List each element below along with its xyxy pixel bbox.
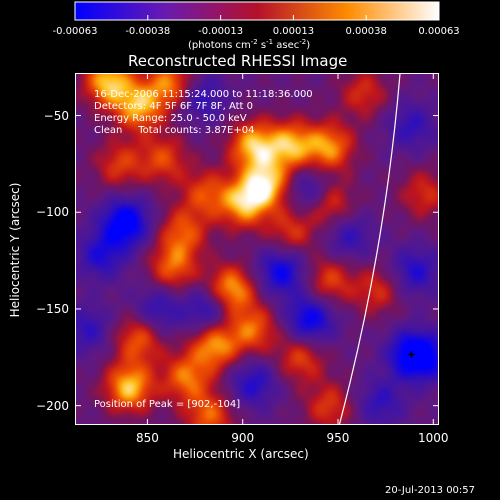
x-tick-label: 950 xyxy=(326,431,350,445)
plot-frame: 16-Dec-2006 11:15:24.000 to 11:18:36.000… xyxy=(75,73,439,425)
y-tick-label: −200 xyxy=(36,398,69,413)
solar-limb-line xyxy=(338,74,401,424)
x-tick-label: 900 xyxy=(231,431,255,445)
colorbar-gradient xyxy=(74,1,440,21)
colorbar-tick-label: 0.00038 xyxy=(345,26,387,37)
limb-overlay xyxy=(338,74,415,424)
colorbar-tick-label: -0.00063 xyxy=(52,26,98,37)
units-mid-2: asec xyxy=(273,40,300,51)
info-energy-range: Energy Range: 25.0 - 50.0 keV xyxy=(94,113,247,124)
x-tick-label: 850 xyxy=(135,431,159,445)
units-exp-3: -2 xyxy=(299,38,307,46)
info-clean-counts: Clean Total counts: 3.87E+04 xyxy=(94,125,255,136)
colorbar-tick-label: -0.00038 xyxy=(125,26,171,37)
peak-marker xyxy=(408,351,415,358)
info-detectors: Detectors: 4F 5F 6F 7F 8F, Att 0 xyxy=(94,101,254,112)
y-tick-label: −100 xyxy=(36,205,69,220)
colorbar xyxy=(74,1,440,21)
y-tick-label: −50 xyxy=(43,108,69,123)
units-main: (photons cm xyxy=(188,40,251,51)
y-axis-label: Heliocentric Y (arcsec) xyxy=(8,182,22,318)
colorbar-ticks xyxy=(74,15,440,20)
units-exp-2: -1 xyxy=(266,38,274,46)
colorbar-tick-label: 0.00063 xyxy=(418,26,460,37)
chart-title: Reconstructed RHESSI Image xyxy=(128,52,348,70)
x-tick-label: 1000 xyxy=(418,431,449,445)
info-time-range: 16-Dec-2006 11:15:24.000 to 11:18:36.000 xyxy=(94,89,313,100)
colorbar-tick-label: 0.00013 xyxy=(272,26,315,37)
colorbar-units: (photons cm-2 s-1 asec-2) xyxy=(188,38,311,51)
colorbar-tick-label: -0.00013 xyxy=(198,26,244,37)
footer-timestamp: 20-Jul-2013 00:57 xyxy=(385,485,476,496)
peak-position-label: Position of Peak = [902,-104] xyxy=(94,399,241,410)
y-tick-label: −150 xyxy=(36,301,69,316)
units-mid-1: s xyxy=(257,40,267,51)
units-exp-1: -2 xyxy=(250,38,258,46)
units-close: ) xyxy=(306,40,311,51)
x-axis-label: Heliocentric X (arcsec) xyxy=(173,447,309,461)
